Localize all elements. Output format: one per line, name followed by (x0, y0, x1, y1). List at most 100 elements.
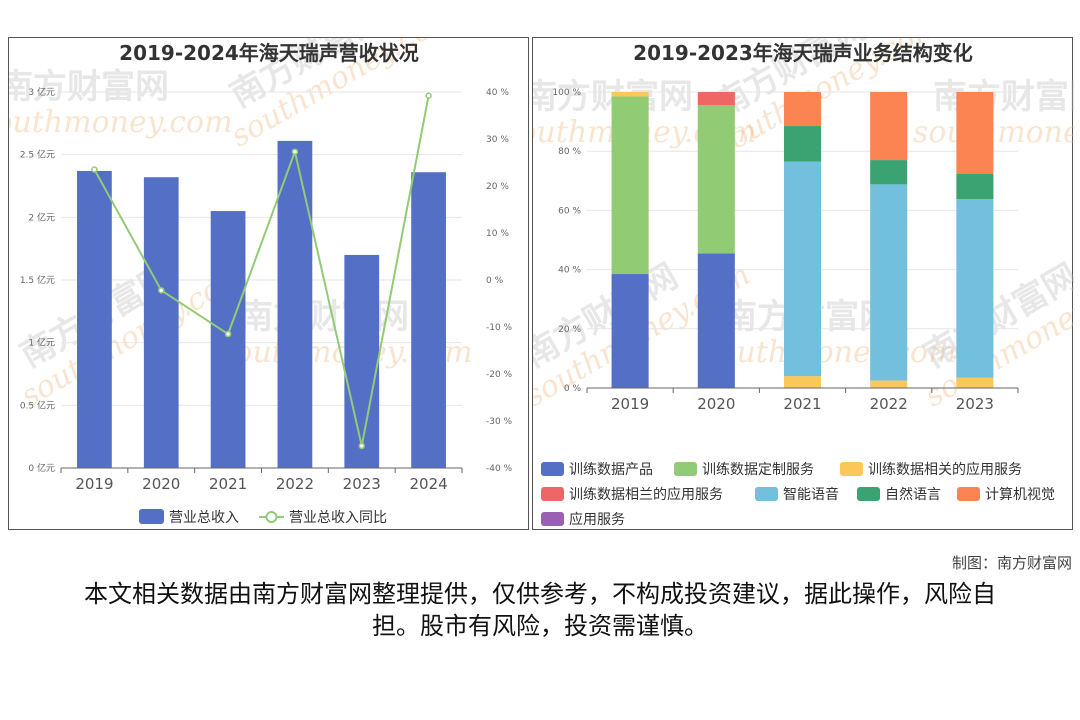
yoy-line-path (93, 95, 430, 447)
x-tick-label: 2024 (409, 475, 447, 493)
x-tick-label: 2020 (142, 475, 180, 493)
y-tick-label: 80 % (558, 147, 581, 157)
y-right-tick-label: -10 % (486, 323, 513, 333)
y-left-tick-label: 1.5 亿元 (20, 274, 55, 286)
revenue-bar (277, 140, 313, 468)
legend-swatch (857, 487, 880, 501)
y-right-tick-label: -30 % (486, 417, 513, 427)
revenue-bar (344, 254, 380, 468)
revenue-axes: 0 亿元 0.5 亿元 1 亿元 1.5 亿元 2 亿元 2.5 亿元 3 亿元 -40 % -… (20, 86, 513, 493)
revenue-chart-title: 2019-2024年海天瑞声营收状况 (119, 41, 419, 65)
legend-swatch-yoy-point (265, 511, 278, 523)
revenue-bar (143, 177, 179, 468)
watermark-en: southmoney.com (9, 105, 233, 140)
y-right-tick-label: 10 % (486, 229, 509, 239)
y-tick-label: 20 % (558, 325, 581, 335)
y-left-tick-label: 1 亿元 (28, 337, 55, 349)
x-tick-label: 2023 (343, 475, 381, 493)
y-right-tick-label: 20 % (486, 182, 509, 192)
legend-swatch (541, 487, 564, 501)
y-tick-label: 0 % (564, 384, 582, 394)
revenue-grid (61, 91, 462, 406)
legend-swatch (957, 487, 980, 501)
yoy-point (158, 287, 165, 294)
y-right-tick-label: 40 % (486, 88, 509, 98)
yoy-point (291, 148, 299, 155)
y-left-tick-label: 2.5 亿元 (20, 149, 55, 161)
structure-chart-title: 2019-2023年海天瑞声业务结构变化 (633, 41, 973, 65)
revenue-legend: 营业总收入 营业总收入同比 (139, 509, 387, 526)
structure-bars (611, 92, 994, 388)
stacked-bar-segment (870, 380, 908, 388)
y-left-tick-label: 0.5 亿元 (20, 399, 55, 411)
revenue-bar (210, 211, 246, 469)
watermark-en: southmoney.com (913, 115, 1074, 150)
x-tick-label: 2022 (276, 475, 314, 493)
legend-swatch (674, 462, 697, 476)
y-right-tick-label: 30 % (486, 135, 509, 145)
stacked-bar-segment (611, 96, 649, 275)
x-tick-label: 2019 (75, 475, 113, 493)
y-tick-label: 60 % (558, 206, 581, 216)
x-tick-label: 2021 (783, 395, 821, 413)
stacked-bar-segment (956, 92, 994, 174)
revenue-chart-panel: 南方财富网southmoney.com南方财富网southmoney.com南方… (8, 37, 529, 530)
yoy-point (224, 330, 232, 338)
legend-swatch-revenue (139, 509, 164, 524)
disclaimer-text: 本文相关数据由南方财富网整理提供，仅供参考，不构成投资建议，据此操作，风险自担。… (84, 580, 996, 640)
legend-label: 自然语言 (885, 486, 941, 503)
x-tick-label: 2022 (870, 395, 908, 413)
revenue-bar (77, 170, 112, 468)
stacked-bar-segment (870, 184, 908, 381)
stacked-bar-segment (956, 199, 994, 378)
stacked-bar-segment (870, 92, 908, 161)
legend-label: 训练数据相兰的应用服务 (569, 486, 723, 503)
stacked-bar-segment (956, 173, 994, 200)
y-left-tick-label: 2 亿元 (28, 211, 55, 223)
yoy-point (91, 166, 98, 173)
legend-swatch (755, 487, 778, 501)
x-tick-label: 2019 (611, 395, 649, 413)
revenue-bar (411, 172, 446, 469)
y-left-tick-label: 3 亿元 (28, 86, 55, 98)
stacked-bar-segment (783, 92, 822, 127)
stacked-bar-segment (870, 160, 908, 185)
y-left-tick-label: 0 亿元 (28, 462, 55, 474)
yoy-point (425, 92, 432, 100)
revenue-chart: 南方财富网southmoney.com南方财富网southmoney.com南方… (9, 38, 513, 526)
stacked-bar-segment (611, 274, 649, 388)
legend-label-revenue: 营业总收入 (169, 510, 239, 526)
legend-label: 应用服务 (569, 511, 625, 528)
y-right-tick-label: 0 % (486, 276, 504, 286)
structure-chart: 南方财富网southmoney.com南方财富网southmoney.com南方… (533, 38, 1074, 528)
legend-label: 智能语音 (783, 486, 839, 503)
watermark-en: southmoney.com (703, 335, 957, 370)
structure-axes: 0 % 20 % 40 % 60 % 80 % 100 % 2019 2020 2021 2022… (552, 88, 1019, 413)
watermark-cn: 南方财富网 (933, 77, 1074, 117)
y-right-tick-label: -40 % (486, 464, 513, 474)
stacked-bar-segment (783, 376, 822, 388)
stacked-bar-segment (783, 161, 822, 377)
revenue-bars (77, 140, 446, 469)
chart-credit: 制图：南方财富网 (951, 554, 1072, 572)
y-tick-label: 40 % (558, 266, 581, 276)
yoy-line (91, 92, 432, 450)
y-right-tick-label: -20 % (486, 370, 513, 380)
y-tick-label: 100 % (552, 88, 581, 98)
legend-label: 训练数据相关的应用服务 (868, 461, 1022, 478)
structure-chart-panel: 南方财富网southmoney.com南方财富网southmoney.com南方… (532, 37, 1074, 530)
stacked-bar-segment (783, 126, 822, 162)
legend-label-yoy: 营业总收入同比 (289, 510, 387, 526)
stacked-bar-segment (956, 377, 994, 388)
legend-label: 计算机视觉 (985, 487, 1055, 503)
x-tick-label: 2021 (209, 475, 247, 493)
watermark-cn: 南方财富网 (9, 67, 169, 107)
stacked-bar-segment (697, 253, 735, 388)
x-tick-label: 2023 (956, 395, 994, 413)
watermark-cn: 南方财富网 (239, 297, 409, 337)
stacked-bar-segment (611, 92, 649, 97)
yoy-point (358, 442, 365, 450)
x-tick-label: 2020 (697, 395, 735, 413)
legend-swatch (541, 462, 564, 476)
